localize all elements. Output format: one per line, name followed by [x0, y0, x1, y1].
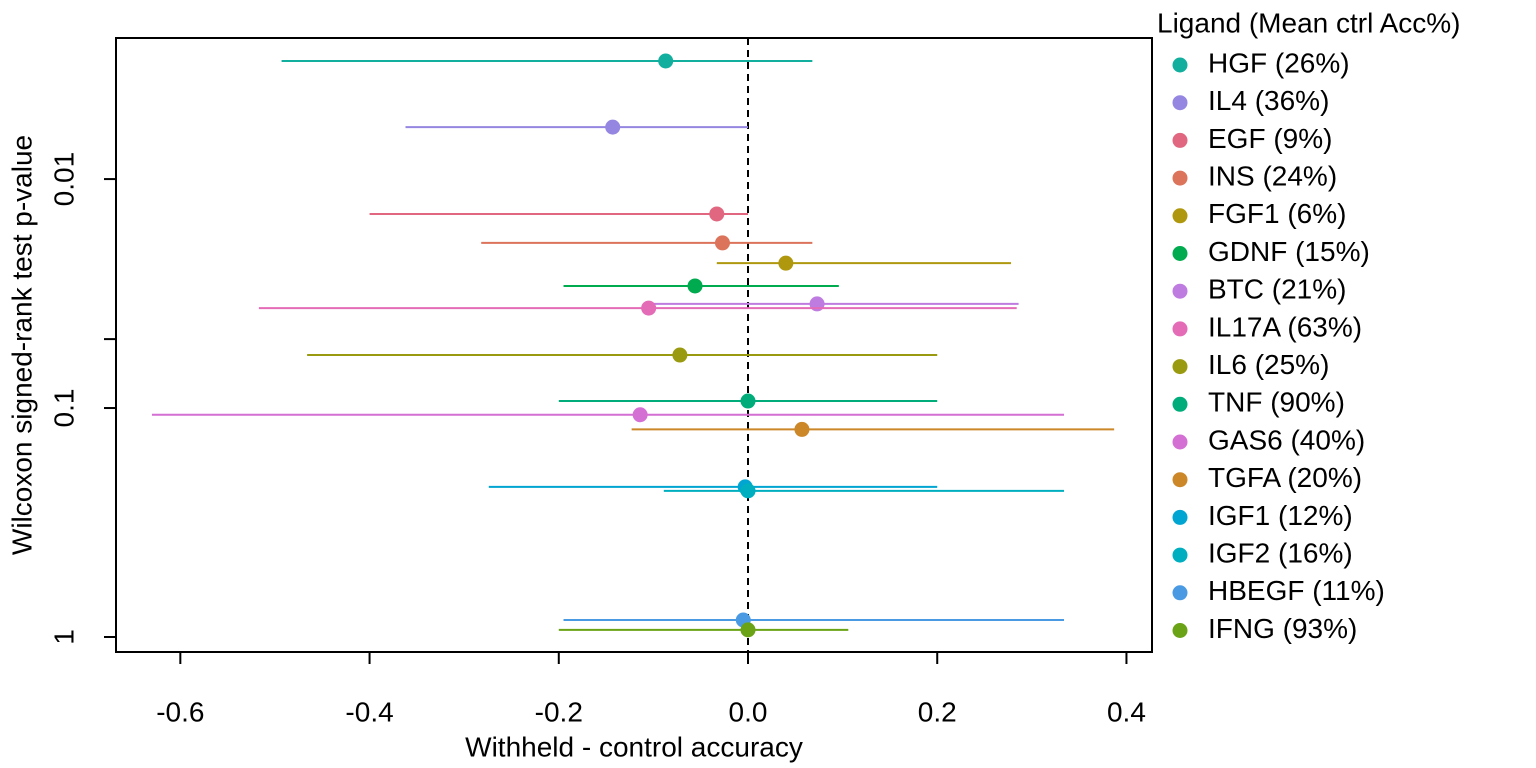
- legend-label: HGF (26%): [1208, 47, 1350, 78]
- x-tick-label: 0.2: [918, 696, 957, 727]
- legend-swatch: [1172, 95, 1188, 111]
- legend-label: TGFA (20%): [1208, 462, 1362, 493]
- legend-label: EGF (9%): [1208, 123, 1332, 154]
- legend-swatch: [1172, 246, 1188, 261]
- legend-swatch: [1172, 547, 1188, 563]
- legend-label: IGF1 (12%): [1208, 500, 1353, 531]
- point: [778, 255, 794, 271]
- point: [740, 622, 756, 638]
- x-tick-label: -0.2: [535, 696, 583, 727]
- point: [709, 206, 725, 222]
- legend-label: GAS6 (40%): [1208, 424, 1365, 455]
- point: [714, 235, 730, 251]
- point: [740, 483, 756, 499]
- x-axis-label: Withheld - control accuracy: [465, 731, 803, 762]
- x-tick-label: 0.0: [729, 696, 768, 727]
- legend-swatch: [1172, 57, 1188, 73]
- legend-title: Ligand (Mean ctrl Acc%): [1157, 7, 1460, 38]
- point: [672, 347, 688, 363]
- legend-swatch: [1172, 321, 1188, 337]
- point: [632, 407, 648, 423]
- point: [658, 53, 674, 69]
- legend-label: IL4 (36%): [1208, 85, 1329, 116]
- point: [641, 300, 657, 316]
- legend-swatch: [1172, 359, 1188, 375]
- legend-swatch: [1172, 623, 1188, 638]
- legend-swatch: [1172, 585, 1188, 601]
- legend-label: BTC (21%): [1208, 274, 1346, 305]
- point: [605, 119, 621, 135]
- plot-frame: [115, 37, 1153, 653]
- legend-swatch: [1172, 434, 1188, 450]
- x-tick-label: -0.6: [156, 696, 204, 727]
- legend-label: TNF (90%): [1208, 387, 1345, 418]
- y-tick-label: 1: [48, 629, 79, 645]
- point: [794, 421, 810, 437]
- legend-swatch: [1172, 170, 1188, 186]
- legend-swatch: [1172, 396, 1188, 412]
- legend-label: IL6 (25%): [1208, 349, 1329, 380]
- y-tick-label: 0.01: [48, 152, 79, 207]
- x-tick-label: 0.4: [1107, 696, 1146, 727]
- legend-swatch: [1172, 283, 1188, 299]
- point: [740, 393, 756, 409]
- y-axis-label: Wilcoxon signed-rank test p-value: [6, 135, 37, 555]
- y-tick-label: 0.1: [48, 389, 79, 428]
- legend-swatch: [1172, 132, 1188, 148]
- legend-label: IGF2 (16%): [1208, 537, 1353, 568]
- legend-swatch: [1172, 208, 1188, 224]
- x-tick-label: -0.4: [345, 696, 393, 727]
- point: [687, 278, 703, 294]
- legend-label: GDNF (15%): [1208, 236, 1370, 267]
- legend-label: HBEGF (11%): [1208, 575, 1385, 606]
- legend-label: IL17A (63%): [1208, 311, 1362, 342]
- legend-label: INS (24%): [1208, 160, 1337, 191]
- legend-label: IFNG (93%): [1208, 613, 1357, 644]
- point: [809, 296, 825, 312]
- legend-swatch: [1172, 509, 1188, 525]
- legend-label: FGF1 (6%): [1208, 198, 1346, 229]
- legend-swatch: [1172, 472, 1188, 488]
